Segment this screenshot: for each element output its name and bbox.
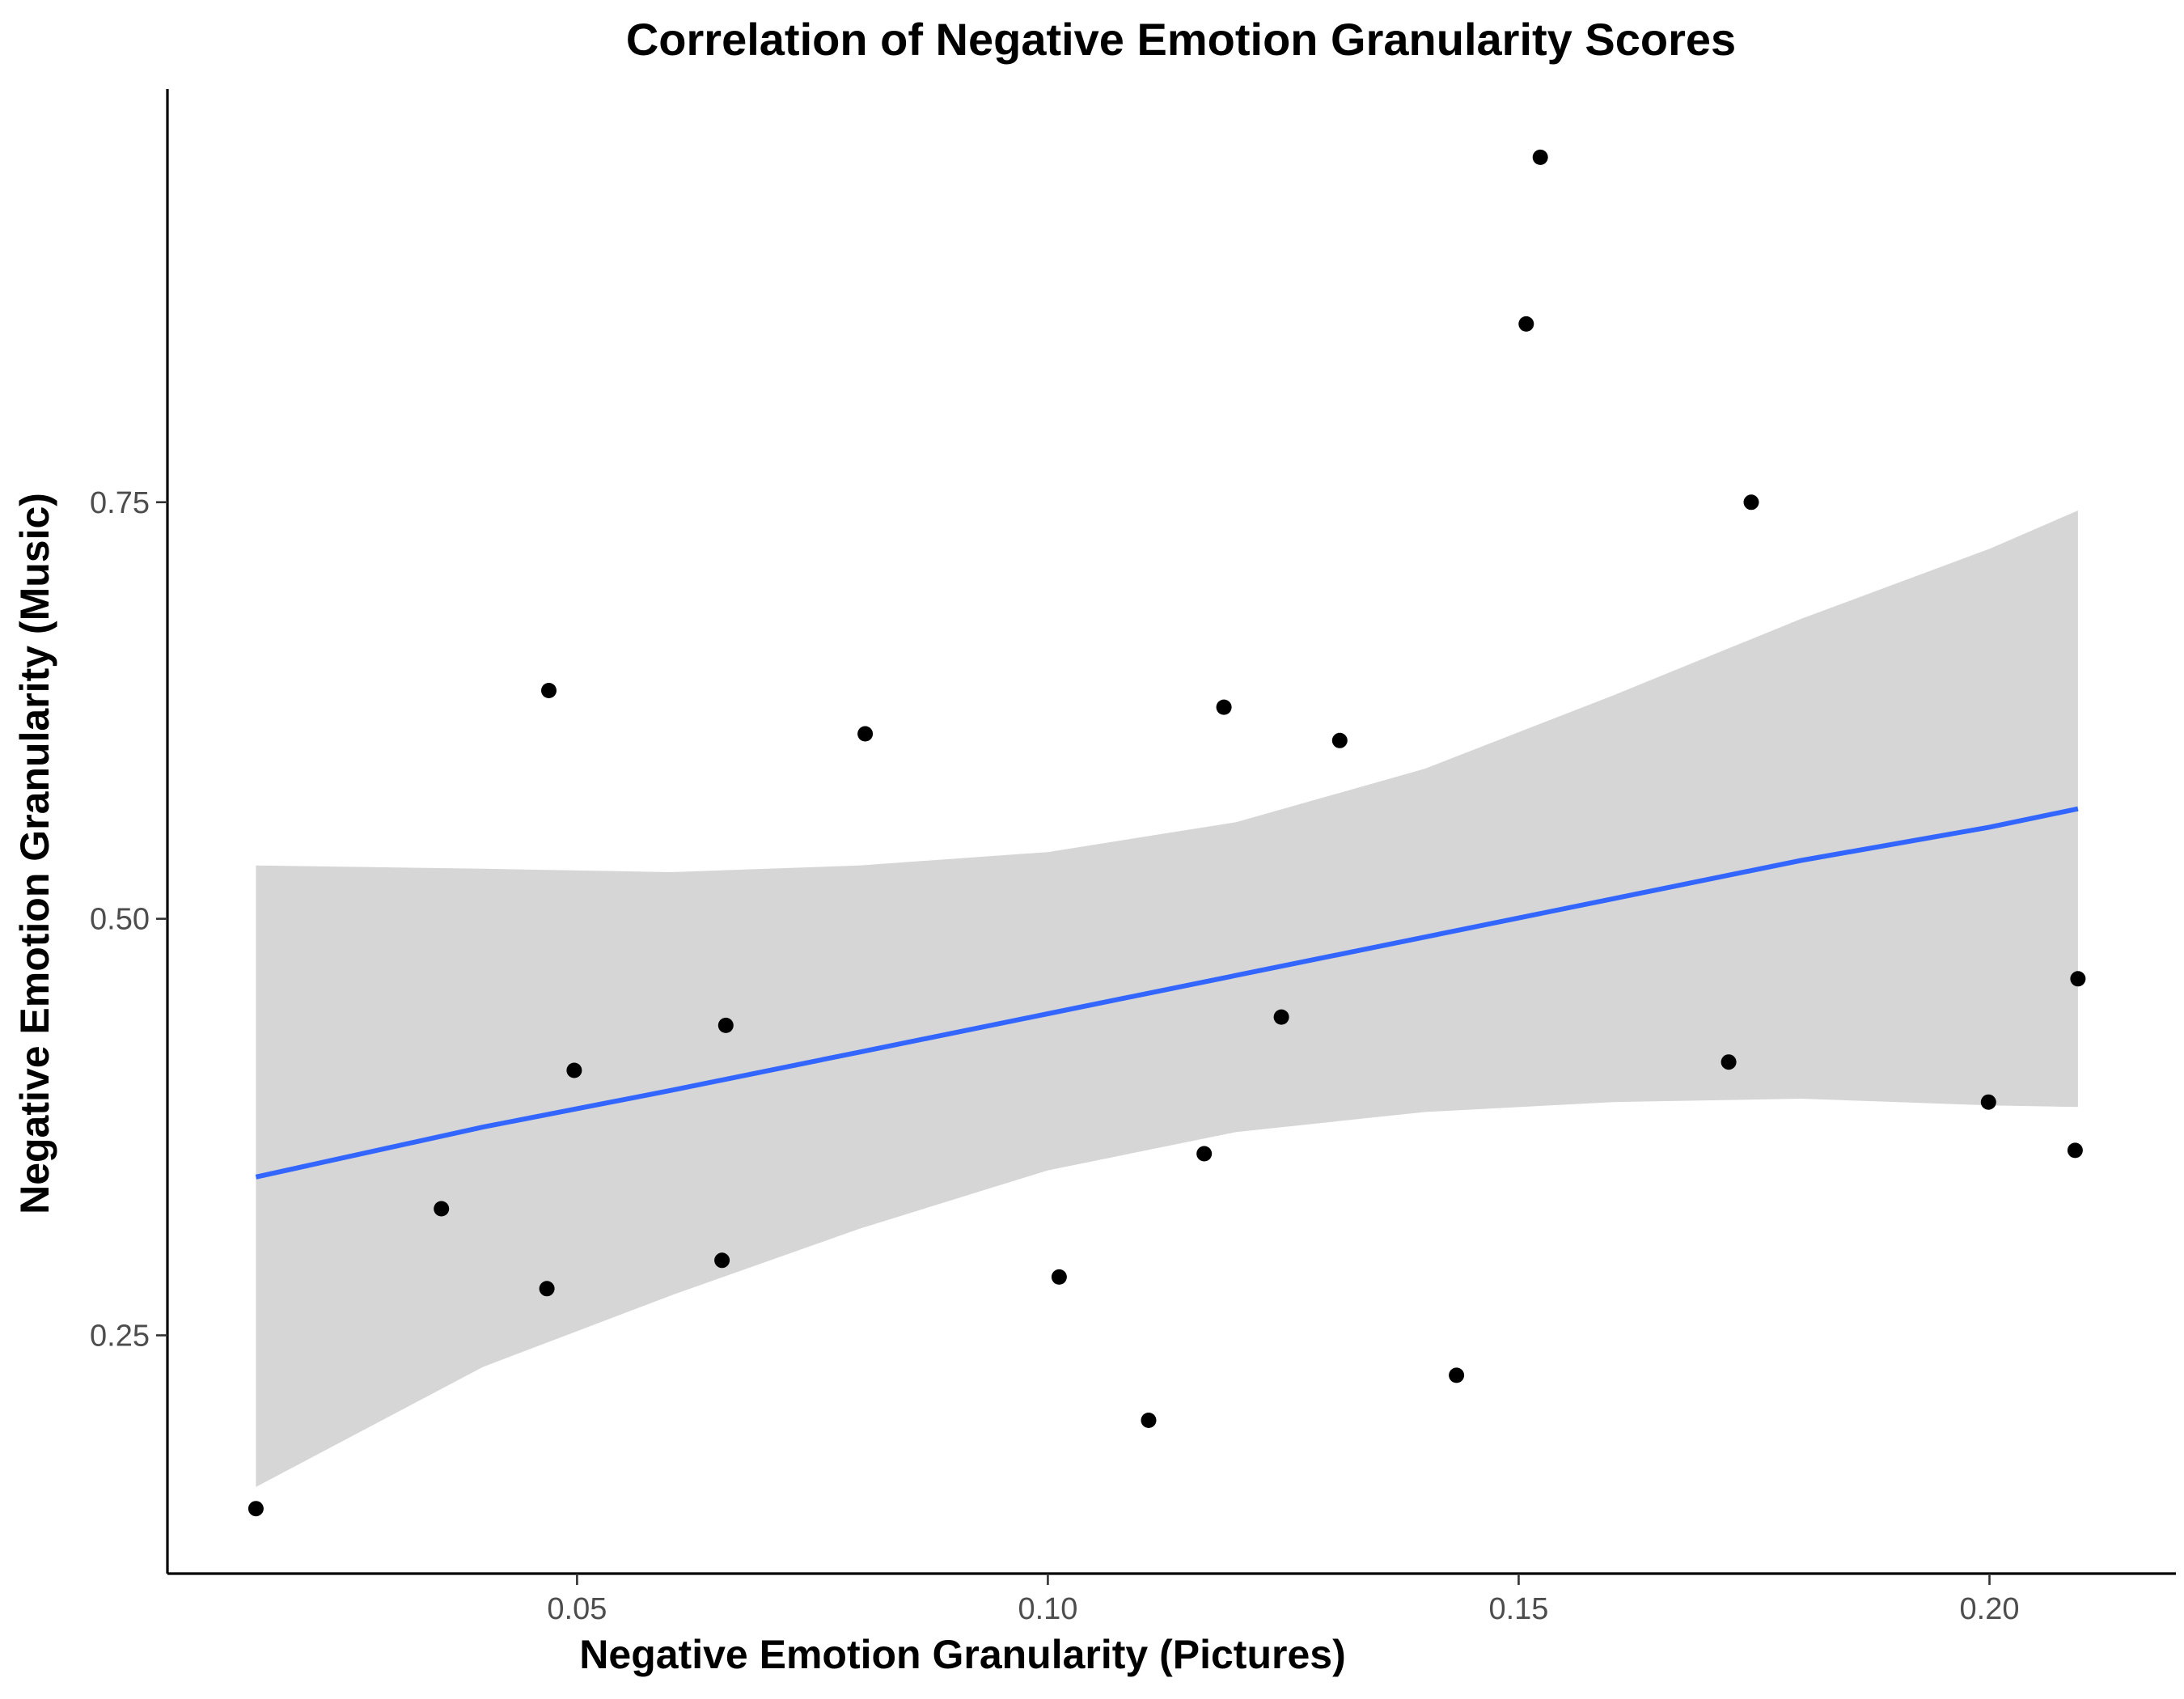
- x-tick-label: 0.15: [1488, 1592, 1548, 1626]
- data-point: [1532, 149, 1548, 165]
- data-point: [2070, 971, 2086, 987]
- x-axis-title: Negative Emotion Granularity (Pictures): [579, 1632, 1345, 1677]
- x-tick-label: 0.10: [1018, 1592, 1077, 1626]
- data-point: [1216, 699, 1232, 715]
- data-point: [1196, 1146, 1213, 1162]
- data-point: [1449, 1367, 1465, 1383]
- data-point: [1518, 316, 1534, 332]
- data-point: [857, 726, 874, 742]
- data-point: [1141, 1413, 1157, 1428]
- x-tick-label: 0.05: [547, 1592, 607, 1626]
- data-point: [1051, 1269, 1067, 1285]
- data-point: [1980, 1094, 1996, 1110]
- x-tick-label: 0.20: [1960, 1592, 2020, 1626]
- data-point: [248, 1501, 264, 1517]
- data-point: [541, 683, 557, 698]
- data-point: [714, 1252, 730, 1269]
- y-axis-ticks: 0.25 0.50 0.75: [90, 486, 167, 1353]
- data-point: [566, 1062, 582, 1078]
- trend-line: [255, 806, 2079, 1180]
- x-axis-ticks: 0.05 0.10 0.15 0.20: [547, 1574, 2019, 1626]
- y-tick-label: 0.25: [90, 1319, 150, 1353]
- y-tick-label: 0.50: [90, 903, 150, 937]
- data-points-layer: [248, 149, 2086, 1517]
- y-axis-title: Negative Emotion Granularity (Music): [12, 493, 57, 1214]
- data-point: [1743, 494, 1759, 511]
- y-tick-label: 0.75: [90, 486, 150, 520]
- data-point: [1331, 732, 1348, 748]
- data-point: [539, 1281, 555, 1297]
- data-point: [1273, 1009, 1289, 1025]
- data-point: [1721, 1054, 1737, 1070]
- trend-line-layer: [255, 806, 2079, 1180]
- confidence-band-layer: [256, 511, 2078, 1487]
- data-point: [717, 1017, 734, 1033]
- chart-title: Correlation of Negative Emotion Granular…: [626, 14, 1736, 65]
- data-point: [2067, 1142, 2083, 1159]
- data-point: [434, 1201, 450, 1217]
- confidence-band: [256, 511, 2078, 1487]
